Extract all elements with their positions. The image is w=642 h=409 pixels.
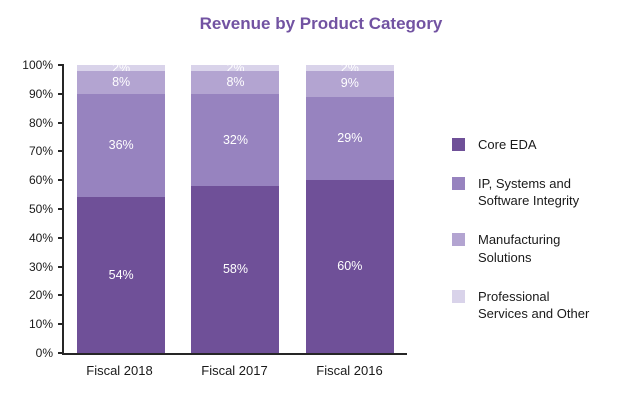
bar-segment-label: 29% bbox=[337, 131, 363, 146]
bar-segment: 8% bbox=[77, 70, 166, 94]
x-axis-labels: Fiscal 2018 Fiscal 2017 Fiscal 2016 bbox=[62, 363, 407, 378]
y-tick-mark bbox=[58, 150, 64, 153]
bar-segment: 54% bbox=[77, 197, 166, 353]
y-tick-mark bbox=[58, 294, 64, 297]
y-tick-label: 60% bbox=[28, 173, 53, 188]
bars-container: 54% 36% 8% 2% 58% 32% 8% 2% 60% 29% 9% 2% bbox=[64, 62, 407, 353]
legend-swatch bbox=[452, 177, 465, 191]
y-tick-label: 90% bbox=[28, 86, 53, 101]
y-tick-label: 10% bbox=[28, 317, 53, 332]
stacked-bar-fiscal-2016: 60% 29% 9% 2% bbox=[305, 62, 394, 353]
bar-segment: 36% bbox=[77, 93, 166, 198]
y-tick-mark bbox=[58, 208, 64, 210]
y-tick-mark bbox=[58, 265, 64, 268]
bar-segment: 29% bbox=[305, 96, 394, 181]
bar-segment-label: 36% bbox=[108, 138, 134, 153]
y-tick-mark bbox=[58, 121, 64, 124]
bar-segment: 2% bbox=[305, 62, 394, 74]
x-axis-label: Fiscal 2018 bbox=[86, 363, 153, 378]
bar-segment-label: 8% bbox=[112, 75, 131, 90]
bar-segment: 60% bbox=[305, 180, 394, 353]
y-tick-mark bbox=[58, 236, 64, 239]
y-tick-label: 40% bbox=[28, 230, 53, 245]
bar-segment: 58% bbox=[191, 185, 280, 353]
bar-segment-label: 54% bbox=[108, 267, 134, 282]
y-tick-mark bbox=[58, 92, 64, 95]
legend-swatch bbox=[452, 233, 465, 247]
legend-label: IP, Systems and Software Integrity bbox=[478, 176, 580, 209]
bar-segment-label: 9% bbox=[340, 76, 359, 91]
bar-segment-label: 58% bbox=[222, 262, 248, 277]
stacked-bar-fiscal-2018: 54% 36% 8% 2% bbox=[77, 62, 166, 353]
y-tick-mark bbox=[58, 352, 64, 354]
plot-area: 54% 36% 8% 2% 58% 32% 8% 2% 60% 29% 9% 2% 0% 10% 20% 3… bbox=[22, 59, 407, 359]
chart-title: Revenue by Product Category bbox=[199, 14, 443, 33]
legend-label: Professional Services and Other bbox=[478, 288, 590, 321]
legend-swatch bbox=[452, 138, 465, 151]
bar-segment-label: 2% bbox=[226, 60, 245, 75]
bar-segment: 2% bbox=[191, 62, 280, 74]
legend-item: IP, Systems and Software Integrity bbox=[452, 175, 630, 209]
bar-segment-label: 2% bbox=[340, 60, 359, 75]
legend-label: Manufacturing Solutions bbox=[478, 232, 561, 265]
bar-segment-label: 32% bbox=[222, 132, 248, 147]
legend-item: Core EDA bbox=[452, 136, 630, 153]
y-tick-label: 20% bbox=[28, 288, 53, 303]
bar-segment-label: 60% bbox=[337, 259, 363, 274]
y-tick-mark bbox=[58, 323, 64, 326]
y-tick-label: 30% bbox=[28, 259, 53, 274]
y-tick-label: 0% bbox=[35, 346, 53, 360]
bar-slot: 58% 32% 8% 2% bbox=[178, 62, 292, 353]
x-axis-label: Fiscal 2016 bbox=[316, 363, 383, 378]
legend-item: Manufacturing Solutions bbox=[452, 231, 630, 265]
bar-segment-label: 8% bbox=[226, 75, 245, 90]
legend-item: Professional Services and Other bbox=[452, 288, 630, 322]
y-tick-mark bbox=[58, 179, 64, 182]
legend-label: Core EDA bbox=[478, 137, 537, 152]
y-tick-label: 50% bbox=[28, 202, 53, 216]
bar-slot: 60% 29% 9% 2% bbox=[293, 62, 407, 353]
stacked-bar-fiscal-2017: 58% 32% 8% 2% bbox=[191, 62, 280, 353]
chart-legend: Core EDA IP, Systems and Software Integri… bbox=[452, 136, 630, 322]
bar-segment: 9% bbox=[305, 70, 394, 97]
legend-swatch bbox=[452, 289, 465, 303]
y-tick-label: 100% bbox=[22, 58, 53, 72]
y-tick-label: 70% bbox=[28, 144, 53, 159]
bar-slot: 54% 36% 8% 2% bbox=[64, 62, 178, 353]
bar-segment-label: 2% bbox=[112, 60, 131, 75]
y-tick-label: 80% bbox=[28, 115, 53, 130]
bar-segment: 32% bbox=[191, 93, 280, 186]
y-tick-mark bbox=[58, 64, 64, 66]
x-axis-label: Fiscal 2017 bbox=[201, 363, 268, 378]
bar-segment: 2% bbox=[77, 62, 166, 74]
bar-segment: 8% bbox=[191, 70, 280, 94]
